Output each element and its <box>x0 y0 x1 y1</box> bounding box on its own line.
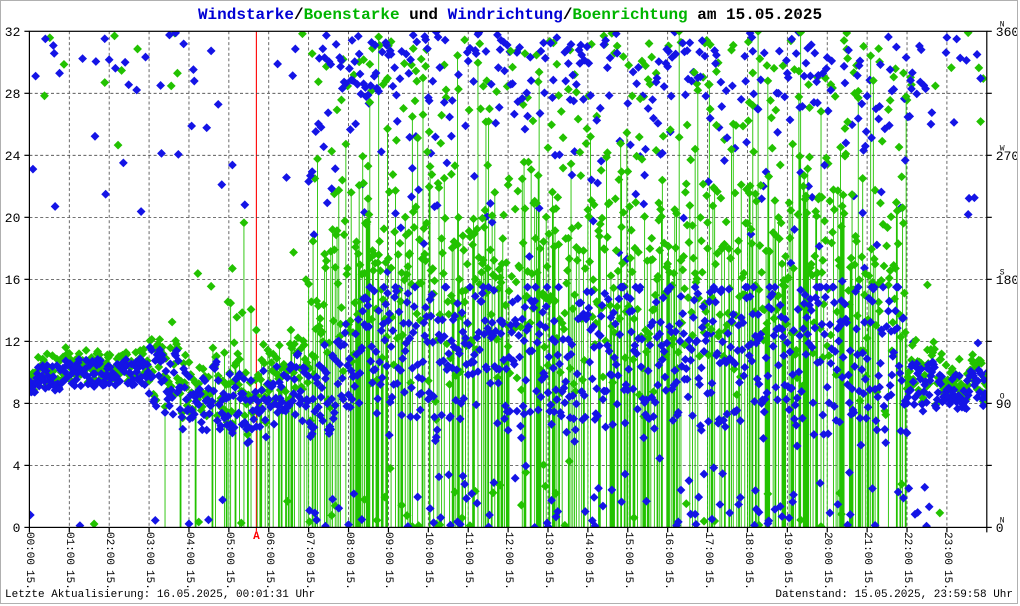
svg-text:4: 4 <box>13 459 21 474</box>
svg-text:28: 28 <box>5 87 21 102</box>
svg-text:24: 24 <box>5 149 21 164</box>
svg-text:A: A <box>253 531 260 543</box>
svg-text:16: 16 <box>5 273 21 288</box>
svg-text:32: 32 <box>5 25 21 40</box>
svg-text:O: O <box>1000 392 1005 401</box>
svg-text:N: N <box>1000 516 1005 525</box>
svg-text:0: 0 <box>13 521 21 536</box>
svg-text:20: 20 <box>5 211 21 226</box>
svg-text:W: W <box>1000 144 1005 153</box>
svg-text:12: 12 <box>5 335 21 350</box>
svg-text:8: 8 <box>13 397 21 412</box>
svg-text:S: S <box>1000 268 1005 277</box>
